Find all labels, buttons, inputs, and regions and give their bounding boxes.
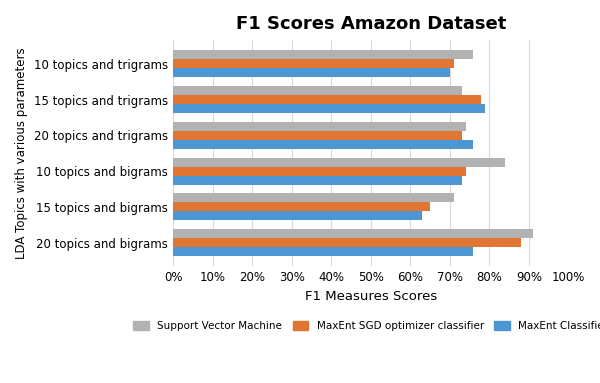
Bar [173,104,485,113]
Bar [173,229,533,238]
Bar [173,59,454,68]
Bar [173,167,466,175]
Bar [173,95,481,104]
Bar [173,202,430,211]
Bar [173,175,461,185]
X-axis label: F1 Measures Scores: F1 Measures Scores [305,290,437,303]
Bar [173,211,422,220]
Title: F1 Scores Amazon Dataset: F1 Scores Amazon Dataset [236,15,506,33]
Bar [173,86,461,95]
Bar [173,51,473,59]
Bar [173,122,466,131]
Bar [173,247,473,256]
Bar [173,193,454,202]
Bar [173,158,505,167]
Y-axis label: LDA Topics with various parameters: LDA Topics with various parameters [15,47,28,259]
Bar [173,238,521,247]
Bar [173,68,450,77]
Bar [173,131,461,140]
Bar [173,140,473,149]
Legend: Support Vector Machine, MaxEnt SGD optimizer classifier, MaxEnt Classifier: Support Vector Machine, MaxEnt SGD optim… [129,317,600,335]
